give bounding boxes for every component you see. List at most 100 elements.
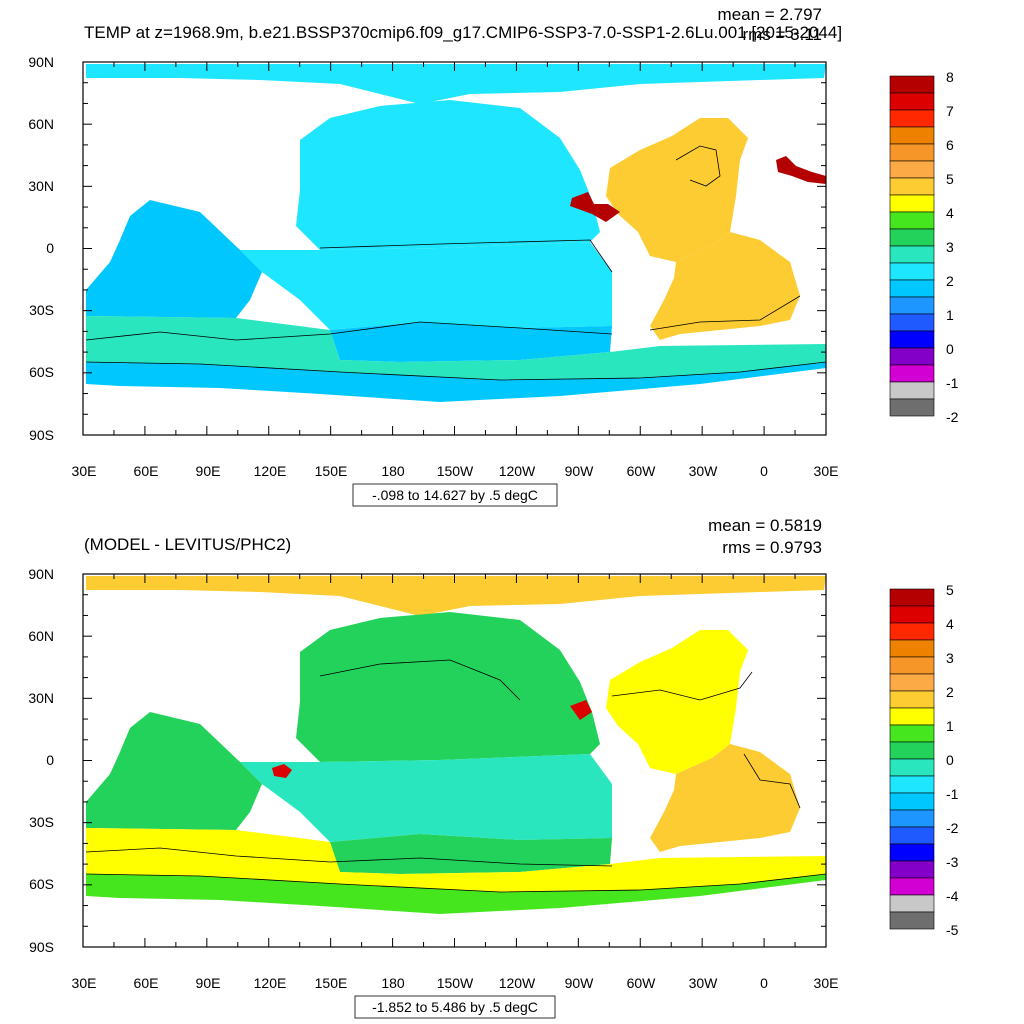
panel-1-xtick-10: 30W xyxy=(689,463,719,479)
panel-2-cbar-label-7: -2 xyxy=(946,820,959,836)
panel-2-ytick-3: 0 xyxy=(46,752,54,768)
region-north-atlantic xyxy=(606,630,748,774)
panel-2-xtick-4: 150E xyxy=(315,975,348,991)
panel-1: TEMP at z=1968.9m, b.e21.BSSP370cmip6.f0… xyxy=(28,5,959,507)
panel-1-cbar-label-7: 1 xyxy=(946,307,954,323)
panel-2-cbar-label-9: -4 xyxy=(946,888,959,904)
panel-1-cbar-box-4 xyxy=(889,143,935,162)
panel-2-cbar-label-6: -1 xyxy=(946,786,959,802)
panel-2-cbar-label-0: 5 xyxy=(946,582,954,598)
panel-1-cbar-box-0 xyxy=(889,75,935,94)
region-arctic xyxy=(86,64,826,104)
panel-2-cbar-box-18 xyxy=(889,894,935,913)
region-southern-ocean xyxy=(86,828,826,892)
region-indian-ocean xyxy=(86,712,262,830)
panel-1-cbar-label-0: 8 xyxy=(946,69,954,85)
panel-1-cbar-label-6: 2 xyxy=(946,273,954,289)
panel-2-cbar-box-17 xyxy=(889,877,935,896)
region-indian-ocean xyxy=(86,200,262,318)
panel-2-xtick-10: 30W xyxy=(689,975,719,991)
panel-1-xtick-4: 150E xyxy=(315,463,348,479)
panel-1-cbar-box-2 xyxy=(889,109,935,128)
panel-1-cbar-box-19 xyxy=(889,398,935,417)
panel-1-ticks xyxy=(82,61,827,436)
region-north-atlantic xyxy=(606,118,748,262)
panel-1-cbar-box-5 xyxy=(889,160,935,179)
region-indonesian-spot xyxy=(272,764,292,778)
panel-1-contour-5 xyxy=(675,145,721,187)
panel-1-xtick-8: 90W xyxy=(565,463,595,479)
panel-1-mean: mean = 2.797 xyxy=(718,5,822,24)
panel-1-cbar-box-12 xyxy=(889,279,935,298)
panel-2-rms: rms = 0.9793 xyxy=(722,538,822,557)
panel-2-ytick-1: 60N xyxy=(28,628,54,644)
panel-1-cbar-box-15 xyxy=(889,330,935,349)
panel-2-cbar-label-4: 1 xyxy=(946,718,954,734)
panel-2-cbar-box-9 xyxy=(889,741,935,760)
panel-2-cbar-box-19 xyxy=(889,911,935,930)
panel-2-cbar-label-8: -3 xyxy=(946,854,959,870)
panel-1-contour-4 xyxy=(649,295,801,331)
panel-1-cbar-label-10: -2 xyxy=(946,409,959,425)
panel-1-cbar-box-17 xyxy=(889,364,935,383)
panel-2: (MODEL - LEVITUS/PHC2) mean = 0.5819 rms… xyxy=(28,516,959,1019)
region-equatorial-pacific xyxy=(240,754,612,842)
panel-2-range-box xyxy=(354,995,556,1019)
panel-2-ytick-6: 90S xyxy=(29,939,54,955)
panel-2-cbar-box-5 xyxy=(889,673,935,692)
region-south-atlantic xyxy=(650,744,800,852)
panel-1-cbar-box-7 xyxy=(889,194,935,213)
panel-2-range-label: -1.852 to 5.486 by .5 degC xyxy=(372,999,538,1015)
panel-1-xtick-0: 30E xyxy=(72,463,97,479)
region-south-pacific xyxy=(330,322,612,362)
panel-1-xtick-6: 150W xyxy=(437,463,474,479)
panel-1-title: TEMP at z=1968.9m, b.e21.BSSP370cmip6.f0… xyxy=(84,23,842,42)
panel-2-contour-2 xyxy=(85,873,826,893)
panel-2-cbar-label-1: 4 xyxy=(946,616,954,632)
panel-2-cbar-box-12 xyxy=(889,792,935,811)
region-antarctic-margin xyxy=(86,362,826,402)
panel-1-xtick-3: 120E xyxy=(254,463,287,479)
panel-2-xtick-8: 90W xyxy=(565,975,595,991)
panel-2-xtick-11: 0 xyxy=(760,975,768,991)
panel-1-cbar-label-2: 6 xyxy=(946,137,954,153)
region-equatorial-pacific xyxy=(240,242,612,330)
panel-2-cbar-box-11 xyxy=(889,775,935,794)
panel-2-cbar-box-14 xyxy=(889,826,935,845)
panel-1-ytick-6: 90S xyxy=(29,427,54,443)
region-southern-ocean xyxy=(86,316,826,380)
panel-2-map xyxy=(83,574,826,947)
panel-2-cbar-label-5: 0 xyxy=(946,752,954,768)
panel-1-ytick-1: 60N xyxy=(28,116,54,132)
panel-2-xtick-3: 120E xyxy=(254,975,287,991)
panel-2-colorbar xyxy=(889,588,935,930)
panel-1-xtick-9: 60W xyxy=(627,463,657,479)
panel-1-cbar-label-4: 4 xyxy=(946,205,954,221)
region-north-pacific xyxy=(296,100,600,250)
panel-2-cbar-label-2: 3 xyxy=(946,650,954,666)
panel-2-contour-4 xyxy=(611,671,753,701)
panel-1-ytick-2: 30N xyxy=(28,178,54,194)
panel-1-cbar-box-14 xyxy=(889,313,935,332)
panel-2-mean: mean = 0.5819 xyxy=(708,516,822,535)
panel-2-xtick-7: 120W xyxy=(499,975,536,991)
panel-1-cbar-box-6 xyxy=(889,177,935,196)
panel-2-contour-3 xyxy=(319,659,521,701)
panel-2-ytick-2: 30N xyxy=(28,690,54,706)
panel-2-xtick-12: 30E xyxy=(814,975,839,991)
panel-2-cbar-box-15 xyxy=(889,843,935,862)
panel-1-range-label: -.098 to 14.627 by .5 degC xyxy=(372,487,538,503)
panel-2-ytick-0: 90N xyxy=(28,566,54,582)
region-north-pacific xyxy=(296,612,600,762)
panel-2-cbar-label-10: -5 xyxy=(946,922,959,938)
region-south-pacific xyxy=(330,834,612,874)
panel-2-cbar-box-7 xyxy=(889,707,935,726)
panel-1-ytick-3: 0 xyxy=(46,240,54,256)
panel-1-cbar-box-9 xyxy=(889,228,935,247)
panel-2-ytick-4: 30S xyxy=(29,814,54,830)
panel-2-xtick-0: 30E xyxy=(72,975,97,991)
panel-1-cbar-box-18 xyxy=(889,381,935,400)
panel-2-cbar-box-3 xyxy=(889,639,935,658)
panel-2-ticks xyxy=(82,573,827,948)
panel-2-cbar-box-6 xyxy=(889,690,935,709)
